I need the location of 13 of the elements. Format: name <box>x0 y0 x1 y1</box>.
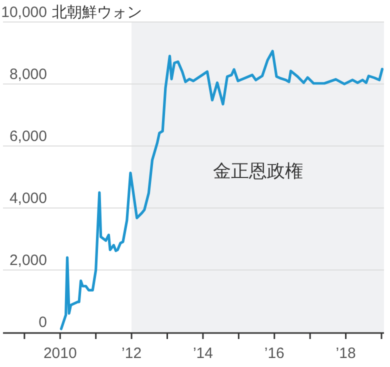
y-tick-label: 10,000 <box>1 4 47 21</box>
x-tick-label: 2010 <box>43 345 77 362</box>
x-tick-label: ’14 <box>192 345 213 362</box>
y-tick-label: 2,000 <box>9 252 47 269</box>
band-label: 金正恩政権 <box>212 161 303 181</box>
y-axis-title: 北朝鮮ウォン <box>52 4 142 21</box>
y-tick-label: 0 <box>38 314 47 331</box>
x-tick-label: ’18 <box>336 345 356 362</box>
y-tick-label: 6,000 <box>9 128 47 145</box>
x-tick-label: ’12 <box>122 345 142 362</box>
x-tick-label: ’16 <box>264 345 284 362</box>
y-tick-label: 8,000 <box>9 66 47 83</box>
y-tick-label: 4,000 <box>9 190 47 207</box>
